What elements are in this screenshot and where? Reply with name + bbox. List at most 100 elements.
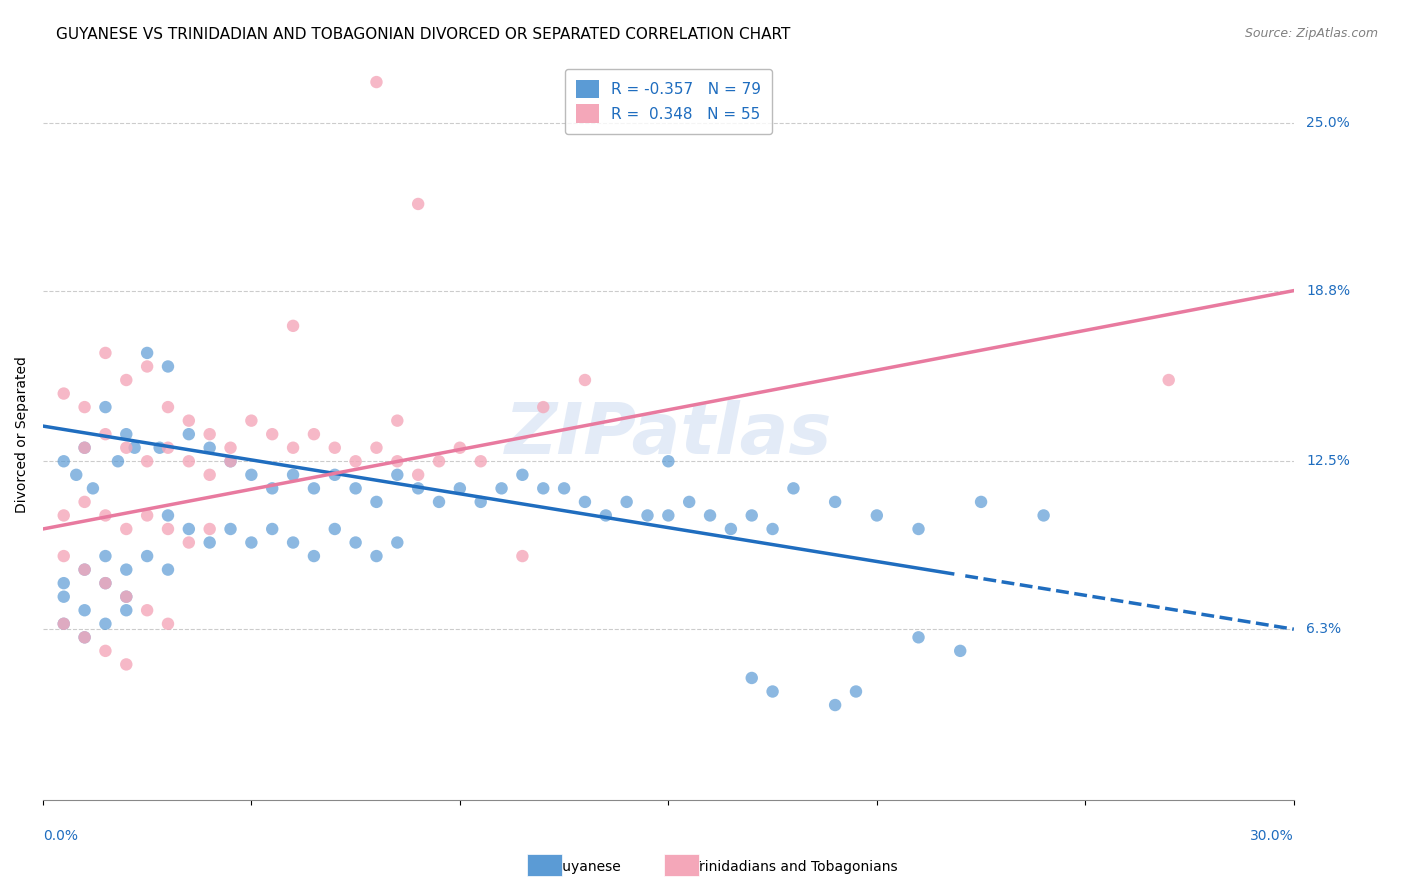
Point: [281, 467, 304, 482]
Point: [512, 549, 534, 563]
Point: [115, 563, 138, 577]
Point: [115, 657, 138, 672]
Point: [156, 522, 179, 536]
Point: [512, 467, 534, 482]
Point: [302, 481, 325, 495]
Point: [531, 481, 554, 495]
Point: [387, 535, 409, 549]
Point: [156, 508, 179, 523]
Point: [970, 495, 993, 509]
Point: [94, 644, 117, 658]
Point: [94, 346, 117, 360]
Point: [427, 454, 450, 468]
Point: [866, 508, 889, 523]
Point: [616, 495, 638, 509]
Point: [73, 603, 96, 617]
Point: [262, 522, 284, 536]
Text: 12.5%: 12.5%: [1306, 454, 1350, 468]
Point: [427, 495, 450, 509]
Point: [52, 454, 75, 468]
Point: [94, 549, 117, 563]
Point: [824, 495, 846, 509]
Point: [136, 549, 159, 563]
Point: [824, 698, 846, 712]
Legend: R = -0.357   N = 79, R =  0.348   N = 55: R = -0.357 N = 79, R = 0.348 N = 55: [565, 69, 772, 134]
Point: [94, 576, 117, 591]
Point: [302, 427, 325, 442]
Point: [73, 495, 96, 509]
Point: [73, 400, 96, 414]
Point: [219, 522, 242, 536]
Text: 18.8%: 18.8%: [1306, 284, 1350, 298]
Text: 30.0%: 30.0%: [1250, 829, 1294, 843]
Point: [136, 359, 159, 374]
Point: [470, 454, 492, 468]
Point: [741, 671, 763, 685]
Point: [406, 467, 429, 482]
Point: [52, 616, 75, 631]
Point: [73, 630, 96, 644]
Point: [366, 495, 388, 509]
Text: Trinidadians and Tobagonians: Trinidadians and Tobagonians: [675, 860, 897, 874]
Point: [678, 495, 700, 509]
Point: [177, 414, 200, 428]
Point: [262, 481, 284, 495]
Point: [136, 346, 159, 360]
Point: [156, 359, 179, 374]
Point: [156, 563, 179, 577]
Point: [761, 684, 783, 698]
Point: [219, 454, 242, 468]
Point: [323, 522, 346, 536]
Point: [198, 535, 221, 549]
Point: [52, 616, 75, 631]
Point: [574, 373, 596, 387]
Point: [240, 467, 263, 482]
Point: [73, 563, 96, 577]
Point: [177, 454, 200, 468]
Point: [491, 481, 513, 495]
Point: [115, 427, 138, 442]
Point: [366, 549, 388, 563]
Text: Guyanese: Guyanese: [534, 860, 621, 874]
Point: [115, 590, 138, 604]
Text: 25.0%: 25.0%: [1306, 116, 1350, 129]
Point: [449, 481, 471, 495]
Point: [907, 522, 929, 536]
Point: [198, 427, 221, 442]
Point: [94, 400, 117, 414]
Point: [387, 467, 409, 482]
Point: [124, 441, 146, 455]
Point: [657, 508, 679, 523]
Point: [323, 467, 346, 482]
Point: [240, 414, 263, 428]
Point: [149, 441, 172, 455]
Point: [115, 590, 138, 604]
Point: [73, 630, 96, 644]
Point: [949, 644, 972, 658]
Point: [741, 508, 763, 523]
Point: [94, 576, 117, 591]
Point: [907, 630, 929, 644]
Point: [344, 535, 367, 549]
Point: [699, 508, 721, 523]
Point: [94, 427, 117, 442]
Point: [73, 441, 96, 455]
Point: [115, 373, 138, 387]
Point: [845, 684, 868, 698]
Point: [136, 454, 159, 468]
Point: [657, 454, 679, 468]
Point: [281, 535, 304, 549]
Point: [52, 508, 75, 523]
Point: [115, 441, 138, 455]
Text: ZIPatlas: ZIPatlas: [505, 400, 832, 468]
Point: [136, 508, 159, 523]
Point: [73, 563, 96, 577]
Point: [52, 590, 75, 604]
Point: [177, 522, 200, 536]
Point: [198, 522, 221, 536]
Point: [177, 535, 200, 549]
Point: [1157, 373, 1180, 387]
Point: [1032, 508, 1054, 523]
Point: [52, 386, 75, 401]
Point: [387, 414, 409, 428]
